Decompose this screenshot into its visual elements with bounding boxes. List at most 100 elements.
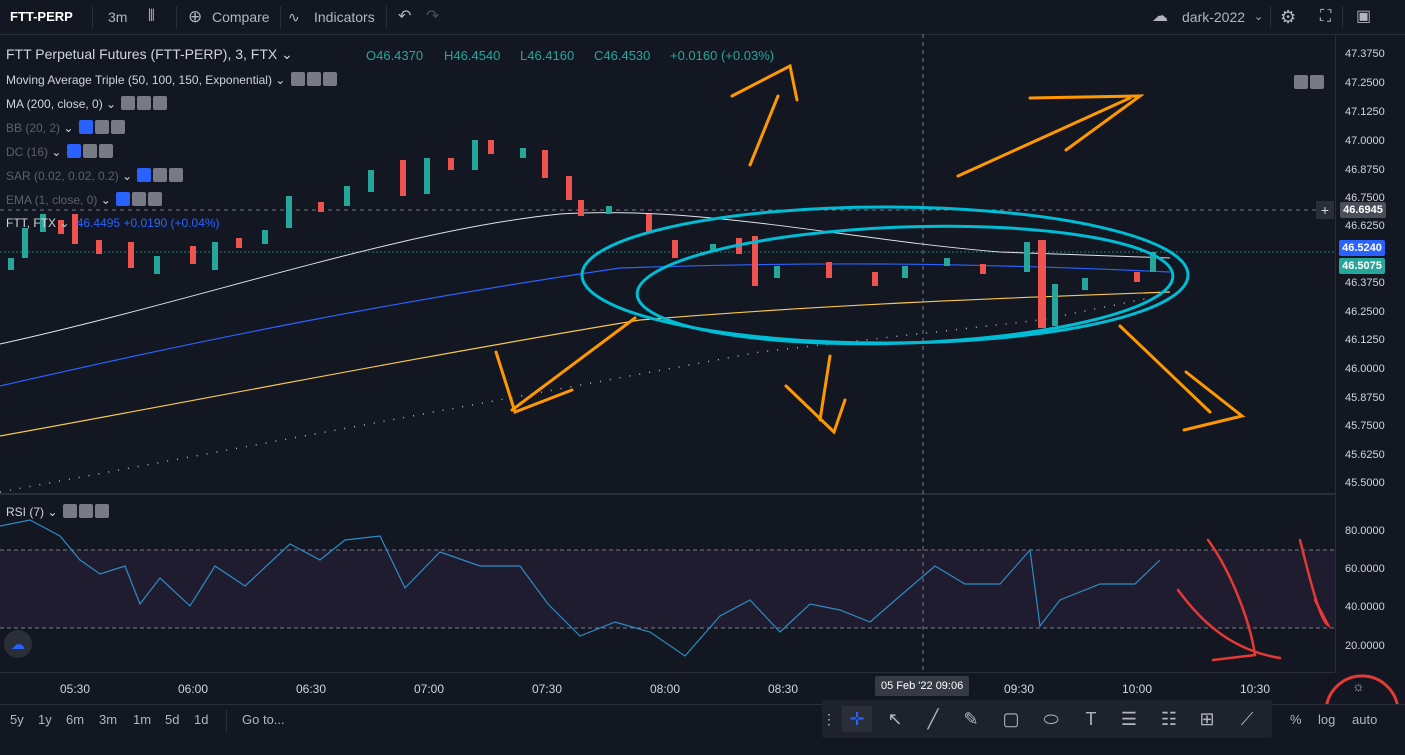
collapse-legend-button[interactable] (1292, 74, 1324, 92)
indicator-label: MA (200, close, 0) (6, 97, 103, 111)
drag-handle-icon[interactable]: ⋮ (822, 711, 836, 727)
interval-button[interactable]: 3m (108, 9, 128, 25)
eye-icon[interactable] (121, 96, 136, 110)
short-position-icon[interactable]: ☷ (1160, 709, 1178, 729)
eye-icon[interactable] (66, 144, 81, 158)
indicator-label: RSI (7) (6, 505, 45, 519)
add-alert-plus-icon[interactable]: + (1316, 201, 1334, 219)
chevron-down-icon[interactable] (1294, 75, 1308, 89)
range-5d[interactable]: 5d (165, 712, 180, 727)
layout-name[interactable]: dark-2022 (1182, 9, 1246, 25)
eye-icon[interactable] (78, 120, 93, 134)
close-icon[interactable] (1310, 75, 1324, 89)
close-icon[interactable] (148, 192, 163, 206)
cursor-arrow-icon[interactable]: ↖ (887, 709, 903, 729)
ellipse-icon[interactable]: ⬭ (1043, 709, 1059, 729)
eye-icon[interactable] (290, 72, 305, 86)
compare-button[interactable]: Compare (212, 9, 270, 25)
range-6m[interactable]: 6m (66, 712, 85, 727)
gear-icon[interactable] (82, 144, 97, 158)
close-icon[interactable] (110, 120, 125, 134)
auto-scale-button[interactable]: auto (1352, 712, 1378, 727)
time-axis[interactable] (0, 672, 1335, 705)
price-axis[interactable] (1335, 34, 1405, 672)
range-1d[interactable]: 1d (194, 712, 209, 727)
candle-type-icon[interactable]: ⫴ (148, 8, 155, 25)
ohlc-low: L46.4160 (520, 48, 575, 63)
percent-scale-button[interactable]: % (1290, 712, 1302, 727)
close-icon[interactable] (322, 72, 337, 86)
crosshair-icon[interactable]: ✛ (842, 706, 872, 732)
range-1m[interactable]: 1m (133, 712, 152, 727)
range-5y[interactable]: 5y (10, 712, 24, 727)
rsi-legend[interactable]: RSI (7) ⌄ (6, 504, 109, 519)
indicators-icon[interactable]: ∿ (288, 9, 300, 25)
time-tick: 10:30 (1240, 682, 1271, 696)
price-tick: 45.8750 (1345, 392, 1385, 404)
goto-button[interactable]: Go to... (242, 712, 285, 727)
range-1y[interactable]: 1y (38, 712, 52, 727)
rectangle-icon[interactable]: ▢ (1002, 709, 1020, 729)
divider (226, 710, 227, 732)
camera-icon[interactable]: ▣ (1356, 8, 1372, 25)
symbol-search[interactable]: FTT-PERP (10, 9, 73, 24)
indicator-legend-sar[interactable]: SAR (0.02, 0.02, 0.2) ⌄ (6, 168, 184, 183)
close-icon[interactable] (98, 144, 113, 158)
gear-icon[interactable] (78, 504, 93, 518)
indicator-legend-bb[interactable]: BB (20, 2) ⌄ (6, 120, 125, 135)
brush-icon[interactable]: ✎ (963, 709, 979, 729)
close-icon[interactable] (169, 168, 184, 182)
time-tick: 10:00 (1122, 682, 1153, 696)
time-tick: 09:30 (1004, 682, 1035, 696)
log-scale-button[interactable]: log (1318, 712, 1336, 727)
indicators-button[interactable]: Indicators (314, 9, 375, 25)
gear-icon[interactable] (94, 120, 109, 134)
plus-icon[interactable]: ⊕ (188, 7, 203, 26)
indicator-legend-dc[interactable]: DC (16) ⌄ (6, 144, 113, 159)
divider (176, 6, 177, 28)
indicator-legend-ma[interactable]: MA (200, close, 0) ⌄ (6, 96, 168, 111)
eye-icon[interactable] (62, 504, 77, 518)
gear-icon[interactable]: ⚙ (1280, 7, 1297, 27)
ohlc-change: +0.0160 (+0.03%) (670, 48, 775, 63)
indicator-label: SAR (0.02, 0.02, 0.2) (6, 169, 119, 183)
price-tick: 46.2500 (1345, 306, 1385, 318)
divider (280, 6, 281, 28)
eye-icon[interactable] (116, 192, 131, 206)
indicator-label: BB (20, 2) (6, 121, 61, 135)
measure-icon[interactable]: ⟋ (1240, 709, 1254, 729)
compare-legend[interactable]: FTT, FTX ⌄ 46.4495 +0.0190 (+0.04%) (6, 216, 220, 230)
undo-icon[interactable]: ↶ (398, 8, 412, 25)
close-icon[interactable] (94, 504, 109, 518)
time-tick: 06:00 (178, 682, 209, 696)
indicator-legend-ema[interactable]: EMA (1, close, 0) ⌄ (6, 192, 163, 207)
gear-icon[interactable] (137, 96, 152, 110)
redo-icon[interactable]: ↷ (426, 8, 440, 25)
time-tick: 07:00 (414, 682, 445, 696)
gear-icon[interactable] (132, 192, 147, 206)
divider (1342, 6, 1343, 28)
tradingview-logo-icon[interactable]: ☁ (4, 630, 32, 658)
divider (92, 6, 93, 28)
range-3m[interactable]: 3m (99, 712, 118, 727)
main-series-title[interactable]: FTT Perpetual Futures (FTT-PERP), 3, FTX… (6, 46, 293, 62)
ohlc-open: O46.4370 (366, 48, 424, 63)
eye-icon[interactable] (137, 168, 152, 182)
time-tick: 08:00 (650, 682, 681, 696)
gear-icon[interactable] (306, 72, 321, 86)
text-icon[interactable]: T (1085, 709, 1097, 729)
close-icon[interactable] (153, 96, 168, 110)
price-tick: 46.6250 (1345, 220, 1385, 232)
cloud-icon[interactable]: ☁ (1152, 8, 1168, 25)
trend-line-icon[interactable]: ╱ (927, 709, 939, 729)
settings-sun-icon[interactable]: ☼ (1352, 678, 1365, 694)
long-position-icon[interactable]: ☰ (1120, 709, 1138, 729)
price-tick: 45.7500 (1345, 420, 1385, 432)
indicator-legend-ema-triple[interactable]: Moving Average Triple (50, 100, 150, Exp… (6, 72, 337, 87)
price-tick: 46.1250 (1345, 334, 1385, 346)
chevron-down-icon[interactable]: ⌄ (1254, 11, 1264, 23)
fullscreen-icon[interactable]: ⛶ (1320, 8, 1332, 25)
price-range-icon[interactable]: ⊞ (1199, 709, 1215, 729)
gear-icon[interactable] (153, 168, 168, 182)
